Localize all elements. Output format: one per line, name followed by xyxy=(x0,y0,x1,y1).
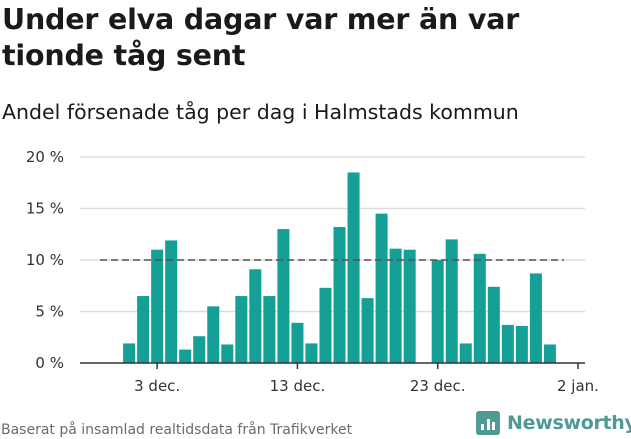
y-tick-label: 5 % xyxy=(35,303,64,321)
bar xyxy=(375,213,388,363)
bars xyxy=(123,172,556,363)
bar xyxy=(473,253,486,363)
bar xyxy=(151,249,164,363)
chart-subtitle: Andel försenade tåg per dag i Halmstads … xyxy=(2,100,519,124)
bar xyxy=(165,240,178,363)
bar xyxy=(319,287,332,363)
x-tick-label: 13 dec. xyxy=(270,377,326,395)
bar xyxy=(459,343,472,363)
y-axis-ticks: 0 % 5 % 10 % 15 % 20 % xyxy=(26,148,64,372)
bar xyxy=(515,325,528,363)
logo-text: Newsworthy xyxy=(507,412,631,434)
y-tick-label: 15 % xyxy=(26,200,64,218)
y-tick-label: 10 % xyxy=(26,251,64,269)
bar xyxy=(263,296,276,363)
bar xyxy=(277,229,290,363)
x-tick-label: 2 jan. xyxy=(557,377,599,395)
bar xyxy=(291,322,304,363)
source-note: Baserat på insamlad realtidsdata från Tr… xyxy=(1,422,353,438)
y-tick-label: 20 % xyxy=(26,148,64,166)
bar xyxy=(221,344,234,363)
bar xyxy=(389,248,402,363)
bar xyxy=(361,298,374,363)
bar-chart-logo-icon xyxy=(476,411,500,435)
bar xyxy=(431,260,444,363)
chart-title: Under elva dagar var mer än var tionde t… xyxy=(2,3,520,72)
y-tick-label: 0 % xyxy=(35,354,64,372)
bar-chart: 0 % 5 % 10 % 15 % 20 % 3 dec. 13 dec. 23 dec. 2… xyxy=(26,148,599,395)
bar xyxy=(305,343,318,363)
bar xyxy=(137,296,150,363)
x-axis-ticks: 3 dec. 13 dec. 23 dec. 2 jan. xyxy=(134,363,599,395)
bar xyxy=(529,273,542,363)
bar xyxy=(403,249,416,363)
bar xyxy=(501,324,514,363)
bar xyxy=(193,336,206,363)
bar xyxy=(235,296,248,363)
bar xyxy=(123,343,136,363)
bar xyxy=(487,286,500,363)
newsworthy-logo[interactable]: Newsworthy xyxy=(476,409,631,437)
bar xyxy=(249,269,262,363)
bar xyxy=(347,172,360,363)
bar xyxy=(333,227,346,363)
x-tick-label: 3 dec. xyxy=(134,377,180,395)
bar xyxy=(543,344,556,363)
bar xyxy=(207,306,220,363)
bar xyxy=(179,349,192,363)
x-tick-label: 23 dec. xyxy=(410,377,466,395)
bar xyxy=(445,239,458,363)
